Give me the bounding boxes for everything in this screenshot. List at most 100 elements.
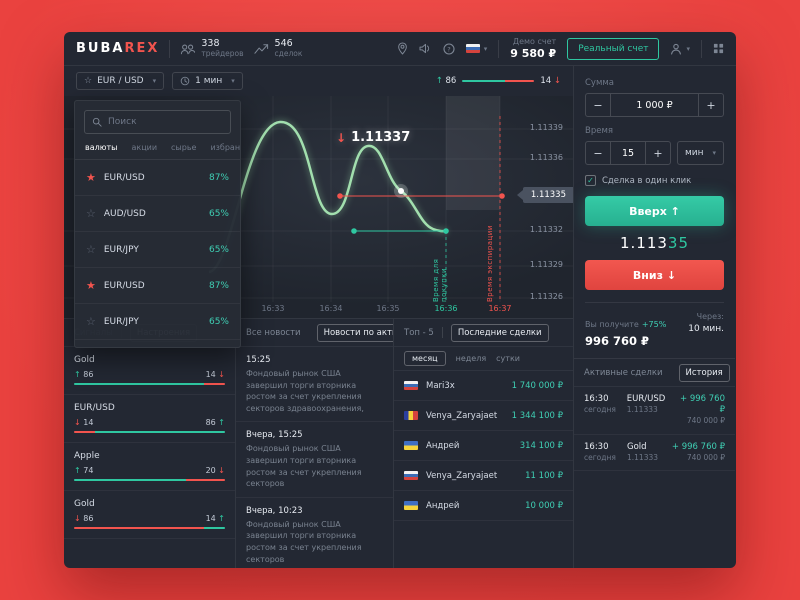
- current-price: ↓ 1.11337: [336, 130, 410, 145]
- tab-history[interactable]: История: [678, 363, 730, 382]
- time-axis-label: 16:34: [319, 304, 343, 313]
- tab-asset-news[interactable]: Новости по активу: [316, 323, 393, 342]
- apps-grid-icon[interactable]: [713, 43, 724, 54]
- time-axis-label: 16:33: [261, 304, 285, 313]
- tab-last-deals[interactable]: Последние сделки: [450, 323, 549, 342]
- favorite-star-icon[interactable]: ☆: [86, 315, 96, 328]
- amount-value[interactable]: 1 000 ₽: [610, 94, 699, 116]
- amount-plus-button[interactable]: +: [699, 94, 723, 116]
- signal-bar: [74, 479, 225, 481]
- bottom-panels: Сигналы Настроения Gold ↑ 86 14 ↓ EUR/US: [64, 318, 573, 568]
- tab-favorites[interactable]: избранные: [210, 143, 241, 152]
- news-item[interactable]: Вчера, 10:23 Фондовый рынок США завершил…: [236, 498, 393, 568]
- amount-stepper: − 1 000 ₽ +: [585, 93, 724, 117]
- language-select[interactable]: ▾: [465, 44, 487, 53]
- sound-icon[interactable]: [419, 43, 432, 54]
- one-click-toggle[interactable]: ✓ Сделка в один клик: [585, 175, 724, 186]
- trader-amount: 1 344 100 ₽: [511, 410, 563, 421]
- time-value[interactable]: 15: [610, 142, 646, 164]
- subtab-day[interactable]: сутки: [496, 354, 520, 363]
- time-plus-button[interactable]: +: [646, 142, 670, 164]
- timeframe-select[interactable]: 1 мин ▾: [172, 72, 243, 90]
- deal-stake: 740 000 ₽: [686, 452, 725, 462]
- tab-stocks[interactable]: акции: [131, 143, 158, 152]
- instrument-row[interactable]: ★ EUR/USD 87%: [75, 160, 240, 196]
- leaderboard-row[interactable]: Андрей 314 100 ₽: [394, 431, 573, 461]
- favorite-star-icon[interactable]: ★: [86, 171, 96, 184]
- logo-part-1: BUBA: [76, 41, 125, 56]
- app-window: BUBAREX 338 трейдеров 546 сделок: [64, 32, 736, 568]
- sentiment-gauge: ↑ 86 14 ↓: [436, 76, 561, 86]
- deal-price: 1.11333: [627, 452, 659, 462]
- traders-stat: 338 трейдеров: [180, 38, 244, 58]
- country-flag-icon: [404, 381, 418, 390]
- search-box[interactable]: [84, 110, 231, 134]
- time-minus-button[interactable]: −: [586, 142, 610, 164]
- signal-left-value: 86: [83, 514, 94, 523]
- leaderboard-row[interactable]: Venya_Zaryajaet 1 344 100 ₽: [394, 401, 573, 431]
- instrument-row[interactable]: ☆ EUR/JPY 65%: [75, 232, 240, 268]
- deal-asset: Gold: [627, 441, 647, 452]
- leaderboard-row[interactable]: Mari3x 1 740 000 ₽: [394, 371, 573, 401]
- leaderboard-row[interactable]: Venya_Zaryajaet 11 100 ₽: [394, 461, 573, 491]
- divider: [498, 39, 500, 58]
- leaderboard-row[interactable]: Андрей 10 000 ₽: [394, 491, 573, 521]
- news-item[interactable]: Вчера, 15:25 Фондовый рынок США завершил…: [236, 422, 393, 498]
- expiry-time-caption: Время экспирации: [486, 225, 494, 302]
- instrument-row[interactable]: ☆ EUR/JPY 65%: [75, 304, 240, 340]
- country-flag-icon: [404, 441, 418, 450]
- location-pin-icon[interactable]: [397, 42, 408, 55]
- gauge-down-value: 14: [540, 76, 552, 86]
- instrument-payout: 65%: [208, 208, 229, 219]
- down-arrow-icon: ↓: [74, 418, 81, 427]
- up-arrow-icon: ↑: [218, 514, 225, 523]
- signal-bar: [74, 431, 225, 433]
- instrument-row[interactable]: ☆ AUD/USD 65%: [75, 196, 240, 232]
- tab-all-news[interactable]: Все новости: [246, 327, 301, 338]
- signal-item[interactable]: Gold ↑ 86 14 ↓: [64, 347, 235, 395]
- instrument-row[interactable]: ★ EUR/USD 87%: [75, 268, 240, 304]
- user-menu[interactable]: ▾: [670, 43, 690, 55]
- put-down-button[interactable]: Вниз ↓: [585, 260, 724, 290]
- expires-in-label: Через:: [696, 312, 724, 321]
- instrument-name: EUR/USD: [103, 172, 145, 183]
- tab-top5[interactable]: Топ - 5: [404, 327, 434, 338]
- tab-active-deals[interactable]: Активные сделки: [584, 367, 663, 378]
- timeframe-value: 1 мин: [195, 76, 223, 86]
- one-click-label: Сделка в один клик: [602, 175, 692, 186]
- favorite-star-icon[interactable]: ☆: [86, 243, 96, 256]
- instrument-name: AUD/USD: [103, 208, 146, 219]
- instrument-dropdown: валюты акции сырье избранные ★ EUR/USD 8…: [74, 100, 241, 348]
- favorite-star-icon[interactable]: ★: [86, 279, 96, 292]
- search-input[interactable]: [108, 117, 223, 127]
- signal-item[interactable]: Gold ↓ 86 14 ↑: [64, 491, 235, 539]
- favorite-star-icon[interactable]: ☆: [86, 207, 96, 220]
- trader-amount: 10 000 ₽: [525, 500, 563, 511]
- deal-row[interactable]: 16:30 сегодня EUR/USD 1.11333 + 996 760 …: [574, 387, 735, 435]
- subtab-week[interactable]: неделя: [455, 354, 487, 363]
- buy-time-caption: Время для покупки: [432, 258, 448, 302]
- signal-left-value: 14: [83, 418, 94, 427]
- real-account-button[interactable]: Реальный счет: [567, 37, 660, 60]
- news-item[interactable]: 15:25 Фондовый рынок США завершил торги …: [236, 347, 393, 423]
- traders-icon: [180, 43, 196, 55]
- trade-controls: Сумма − 1 000 ₽ + Время − 15 + мин ▾: [574, 66, 735, 358]
- tab-currencies[interactable]: валюты: [85, 143, 118, 152]
- signal-item[interactable]: EUR/USD ↓ 14 86 ↑: [64, 395, 235, 443]
- amount-minus-button[interactable]: −: [586, 94, 610, 116]
- instrument-payout: 65%: [208, 244, 229, 255]
- help-icon[interactable]: ?: [443, 42, 455, 55]
- instrument-select[interactable]: ☆ EUR / USD ▾: [76, 72, 165, 90]
- call-up-button[interactable]: Вверх ↑: [585, 196, 724, 226]
- price-curve: [208, 120, 449, 274]
- signal-item[interactable]: Apple ↑ 74 20 ↓: [64, 443, 235, 491]
- instrument-payout: 87%: [208, 172, 229, 183]
- deal-row[interactable]: 16:30 сегодня Gold 1.11333 + 996 760 ₽ 7…: [574, 435, 735, 472]
- chart-toolbar: ☆ EUR / USD ▾ 1 мин ▾ ↑ 86 14 ↓: [64, 66, 573, 96]
- subtab-month[interactable]: месяц: [404, 351, 446, 366]
- tab-commodities[interactable]: сырье: [171, 143, 197, 152]
- trader-name: Mari3x: [426, 380, 455, 391]
- signal-asset: Gold: [74, 355, 95, 365]
- time-unit-select[interactable]: мин ▾: [677, 141, 724, 165]
- time-unit-value: мин: [685, 148, 704, 158]
